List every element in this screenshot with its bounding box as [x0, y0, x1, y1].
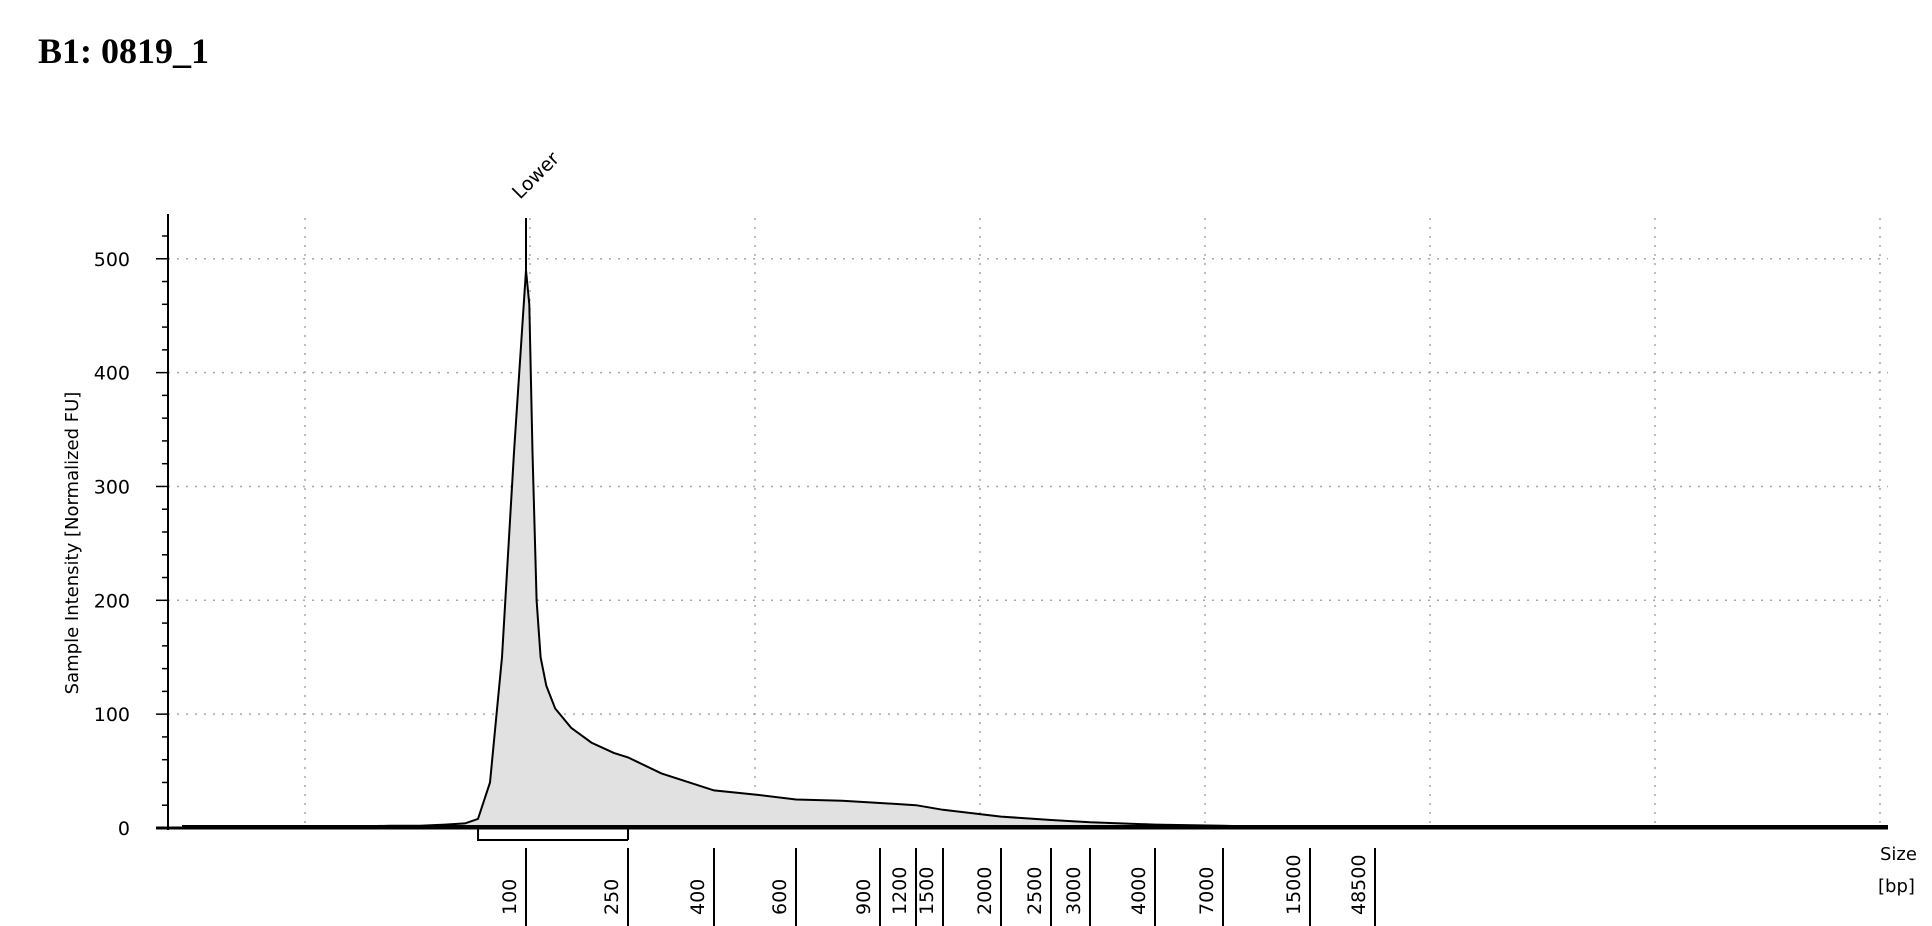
- grid: [168, 218, 1888, 828]
- x-tick-label: 7000: [1196, 867, 1218, 915]
- trace-line: [182, 270, 1888, 829]
- labels: Lower 0 100 200 300 400 500 Sample Intensity [N…: [62, 148, 1917, 915]
- x-tick-label: 1500: [916, 867, 938, 915]
- x-tick-label: 4000: [1128, 867, 1150, 915]
- sample-title: B1: 0819_1: [38, 31, 209, 71]
- x-tick-label: 2000: [974, 867, 996, 915]
- y-axis-title: Sample Intensity [Normalized FU]: [62, 392, 83, 695]
- x-axis-title-line2: [bp]: [1878, 876, 1915, 897]
- x-tick-label: 400: [687, 879, 709, 915]
- y-tick-label: 300: [94, 476, 130, 498]
- y-tick-label: 200: [94, 590, 130, 612]
- axes: [156, 214, 1888, 926]
- x-tick-label: 1200: [889, 867, 911, 915]
- x-tick-label: 100: [499, 879, 521, 915]
- y-tick-label: 0: [118, 818, 130, 840]
- x-tick-label: 600: [769, 879, 791, 915]
- trace: [182, 270, 1888, 829]
- x-tick-label: 48500: [1348, 855, 1370, 915]
- x-tick-label: 900: [853, 879, 875, 915]
- y-tick-label: 100: [94, 704, 130, 726]
- x-axis-title-line1: Size: [1880, 844, 1917, 865]
- trace-area: [182, 270, 1888, 828]
- x-tick-label: 15000: [1283, 855, 1305, 915]
- x-tick-label: 2500: [1024, 867, 1046, 915]
- x-tick-label: 3000: [1063, 867, 1085, 915]
- x-tick-label: 250: [601, 879, 623, 915]
- y-tick-label: 400: [94, 363, 130, 385]
- y-tick-label: 500: [94, 249, 130, 271]
- marker-label: Lower: [508, 148, 564, 204]
